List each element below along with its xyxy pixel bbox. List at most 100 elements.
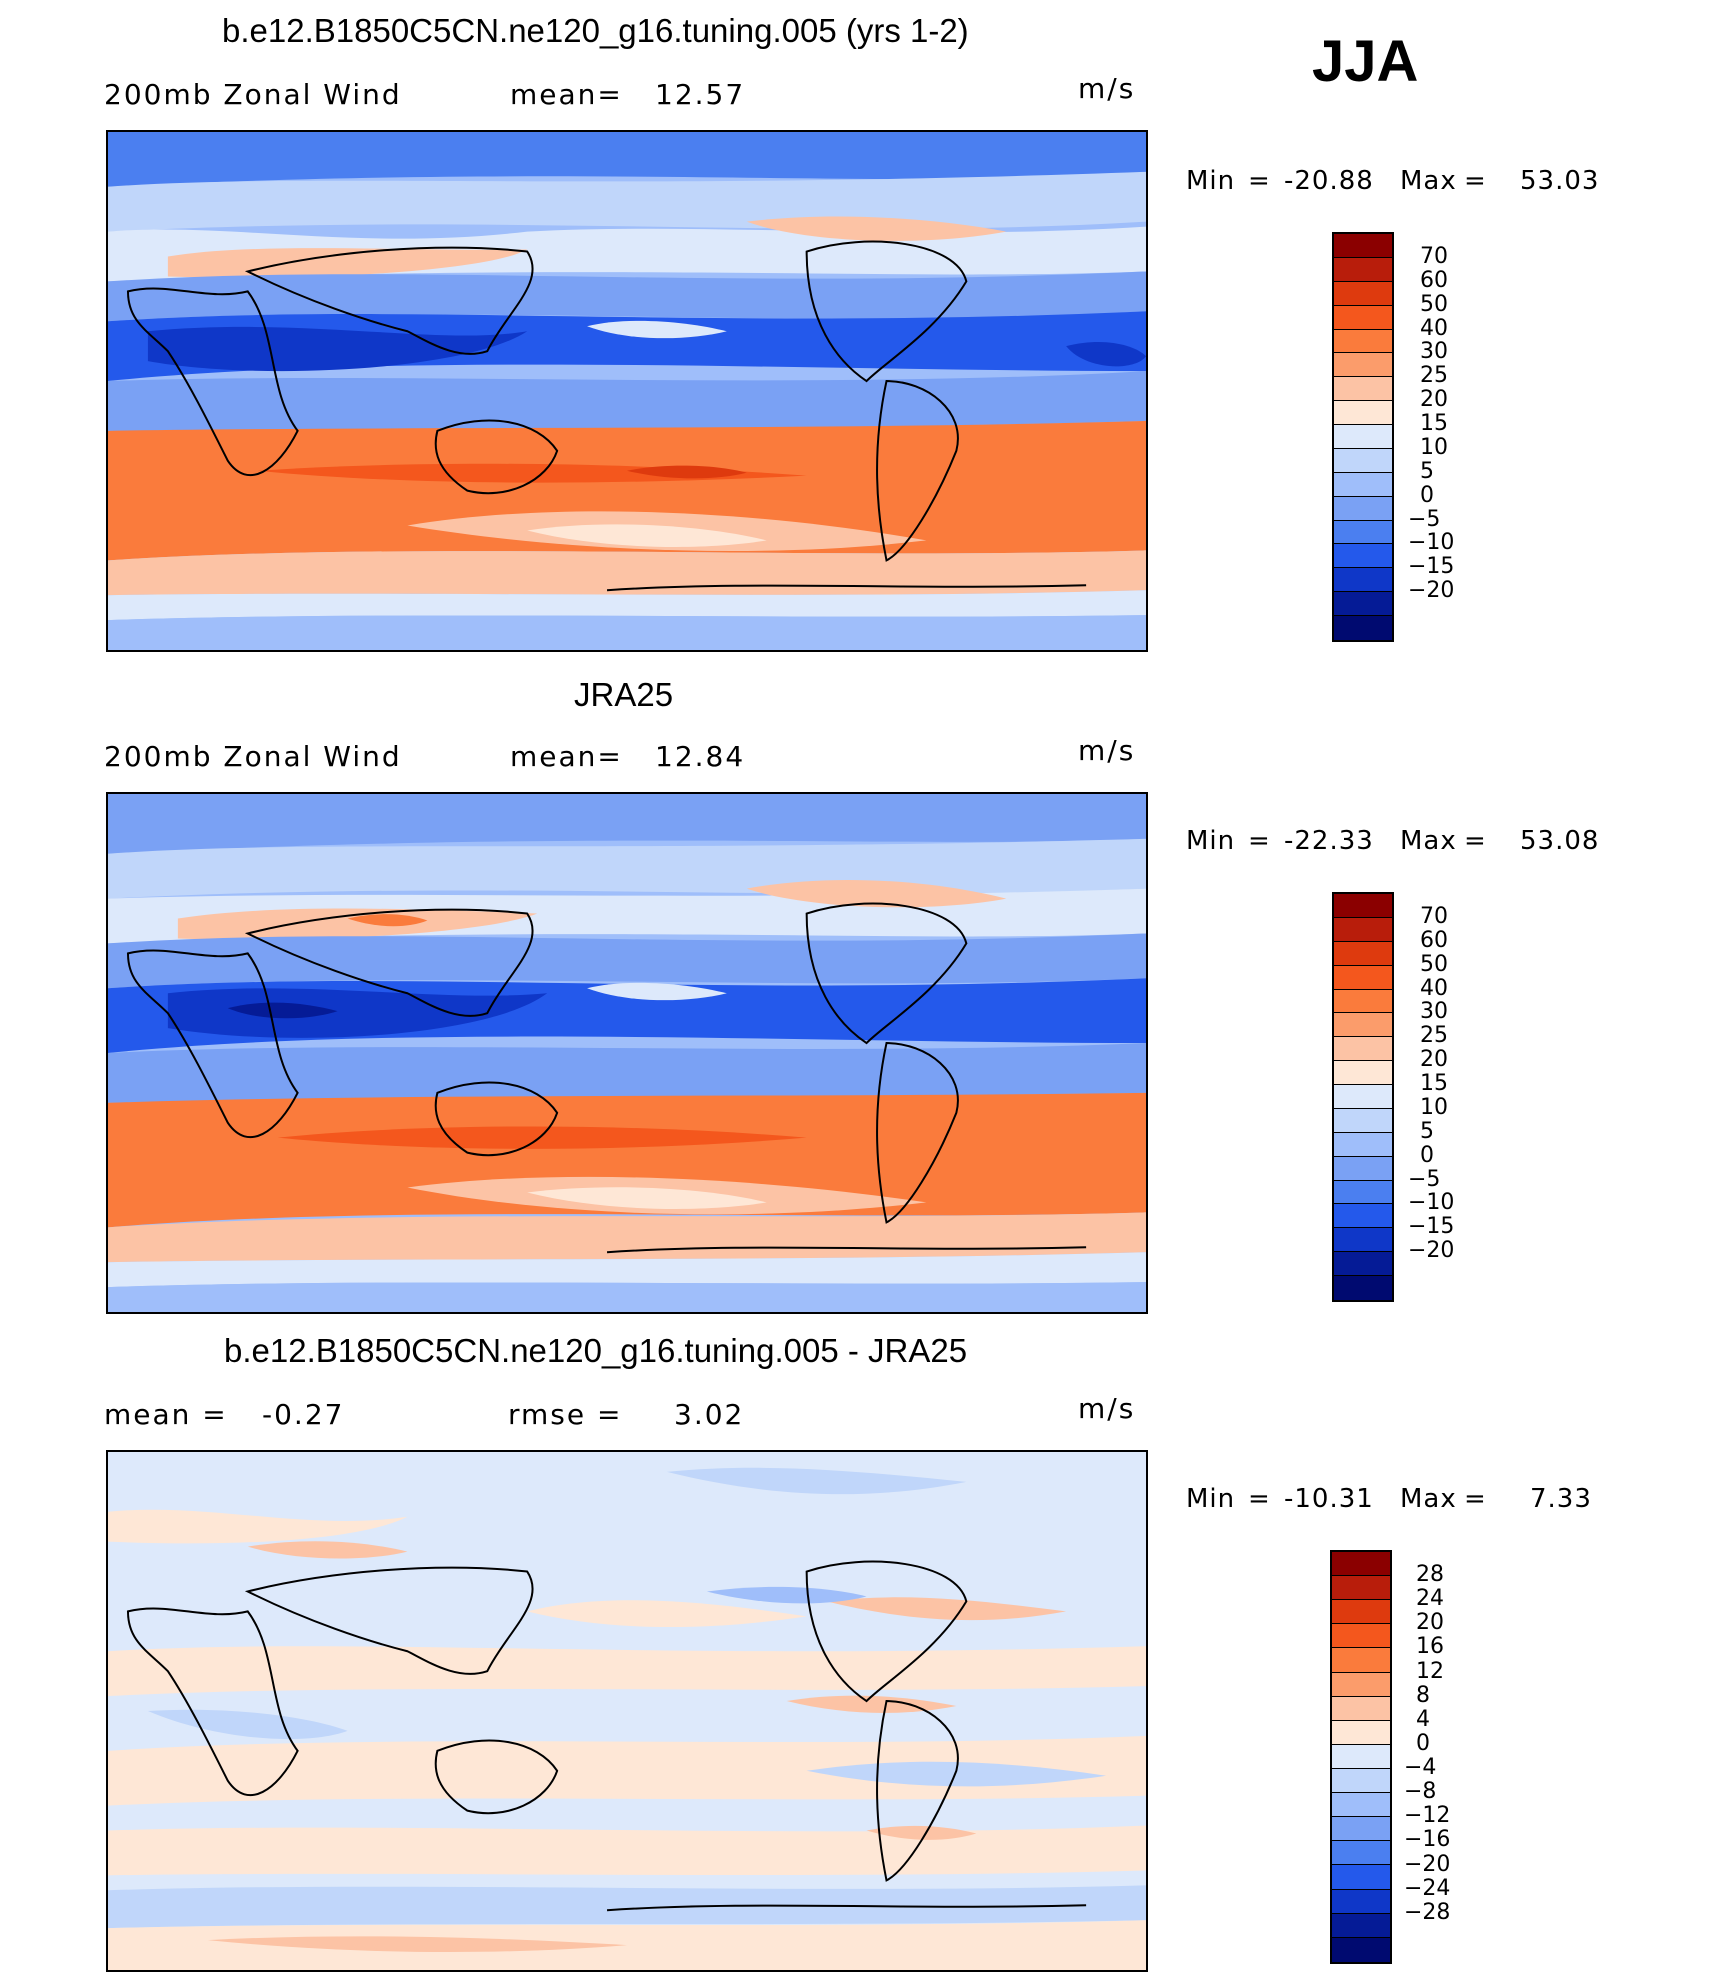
colorbar-swatch [1332,1768,1390,1794]
colorbar-tick-label: 28 [1416,1562,1444,1588]
panel1-title: b.e12.B1850C5CN.ne120_g16.tuning.005 (yr… [222,12,969,49]
colorbar-swatch [1334,520,1392,545]
colorbar-swatch [1334,544,1392,569]
colorbar-swatch [1334,234,1392,258]
colorbar-tick-label: 0 [1416,1730,1430,1756]
colorbar-tick-label: 12 [1416,1658,1444,1684]
colorbar-swatch [1332,1696,1390,1721]
panel1-mean-value: 12.57 [655,78,746,111]
panel1-min-eq: = [1248,166,1271,196]
panel3-title: b.e12.B1850C5CN.ne120_g16.tuning.005 - J… [224,1332,968,1369]
colorbar-tick-label: 4 [1416,1706,1430,1732]
colorbar-swatch [1334,1061,1392,1085]
colorbar-swatch [1334,1037,1392,1062]
colorbar-swatch [1334,257,1392,282]
colorbar-swatch [1334,592,1392,616]
panel2-mean-value: 12.84 [655,740,746,773]
panel1-colorbar-labels: 70 60 50 40 30 25 20 15 10 5 0 −5 −10 −15 −20 [1408,232,1498,642]
colorbar-tick-label: −20 [1404,1851,1451,1877]
colorbar-tick-label: 30 [1420,339,1448,365]
colorbar-tick-label: 24 [1416,1586,1444,1612]
colorbar-swatch [1334,1013,1392,1038]
colorbar-swatch [1332,1817,1390,1842]
panel1-max-eq: = [1464,166,1487,196]
colorbar-tick-label: 16 [1416,1634,1444,1660]
panel2-variable-label: 200mb Zonal Wind [104,740,402,773]
panel2-max-eq: = [1464,826,1487,856]
panel3-map [106,1450,1148,1972]
colorbar-swatch [1334,305,1392,330]
colorbar-swatch [1334,1085,1392,1109]
colorbar-tick-label: −24 [1404,1875,1451,1901]
panel1-units: m/s [1078,72,1136,105]
colorbar-swatch [1332,1937,1390,1962]
colorbar-swatch [1332,1576,1390,1601]
colorbar-tick-label: 8 [1416,1682,1430,1708]
panel2-min-value: -22.33 [1284,826,1374,856]
colorbar-tick-label: 20 [1420,1047,1448,1073]
colorbar-tick-label: 60 [1420,927,1448,953]
colorbar-swatch [1334,472,1392,497]
colorbar-tick-label: −15 [1408,554,1455,580]
colorbar-swatch [1334,496,1392,521]
colorbar-tick-label: −5 [1408,506,1441,532]
panel2-mean-label: mean= [510,740,623,773]
panel1-min-label: Min [1186,166,1236,196]
colorbar-tick-label: 30 [1420,999,1448,1025]
colorbar-swatch [1334,1276,1392,1300]
panel1-min-value: -20.88 [1284,166,1374,196]
colorbar-swatch [1334,1204,1392,1229]
colorbar-tick-label: 0 [1420,482,1434,508]
colorbar-swatch [1334,917,1392,942]
colorbar-swatch [1332,1889,1390,1914]
colorbar-swatch [1334,281,1392,306]
panel3-min-label: Min [1186,1484,1236,1514]
panel2-units: m/s [1078,734,1136,767]
colorbar-tick-label: −8 [1404,1779,1437,1805]
panel2-max-value: 53.08 [1520,826,1600,856]
colorbar-swatch [1334,568,1392,593]
panel1-mean-label: mean= [510,78,623,111]
colorbar-tick-label: −10 [1408,1190,1455,1216]
panel1-max-label: Max [1400,166,1457,196]
colorbar-tick-label: 50 [1420,951,1448,977]
panel2-title: JRA25 [574,676,674,713]
colorbar-tick-label: −16 [1404,1827,1451,1853]
colorbar-swatch [1334,1108,1392,1133]
colorbar-tick-label: 15 [1420,411,1448,437]
panel3-rmse-label: rmse = [508,1398,623,1431]
panel1-colorbar [1332,232,1394,642]
panel3-min-eq: = [1248,1484,1271,1514]
colorbar-swatch [1334,448,1392,473]
colorbar-tick-label: −4 [1404,1755,1437,1781]
panel3-max-value: 7.33 [1530,1484,1592,1514]
panel2-min-eq: = [1248,826,1271,856]
colorbar-swatch [1334,965,1392,990]
colorbar-swatch [1332,1648,1390,1673]
colorbar-tick-label: 20 [1416,1610,1444,1636]
colorbar-swatch [1334,894,1392,918]
colorbar-swatch [1332,1672,1390,1697]
colorbar-tick-label: 15 [1420,1071,1448,1097]
colorbar-tick-label: −5 [1408,1166,1441,1192]
colorbar-tick-label: 0 [1420,1142,1434,1168]
panel3-min-value: -10.31 [1284,1484,1374,1514]
panel1-map [106,130,1148,652]
panel1-variable-label: 200mb Zonal Wind [104,78,402,111]
colorbar-tick-label: −10 [1408,530,1455,556]
panel3-colorbar-labels: 28 24 20 16 12 8 4 0 −4 −8 −12 −16 −20 −24 −28 [1404,1550,1494,1964]
colorbar-swatch [1334,941,1392,966]
colorbar-swatch [1334,1132,1392,1157]
colorbar-tick-label: −20 [1408,578,1455,604]
colorbar-tick-label: 70 [1420,243,1448,269]
colorbar-tick-label: −12 [1404,1803,1451,1829]
colorbar-swatch [1334,616,1392,640]
colorbar-swatch [1332,1841,1390,1866]
colorbar-tick-label: 10 [1420,434,1448,460]
colorbar-tick-label: −15 [1408,1214,1455,1240]
panel2-map [106,792,1148,1314]
colorbar-swatch [1334,329,1392,354]
colorbar-tick-label: 25 [1420,363,1448,389]
colorbar-tick-label: 60 [1420,267,1448,293]
colorbar-tick-label: 40 [1420,975,1448,1001]
